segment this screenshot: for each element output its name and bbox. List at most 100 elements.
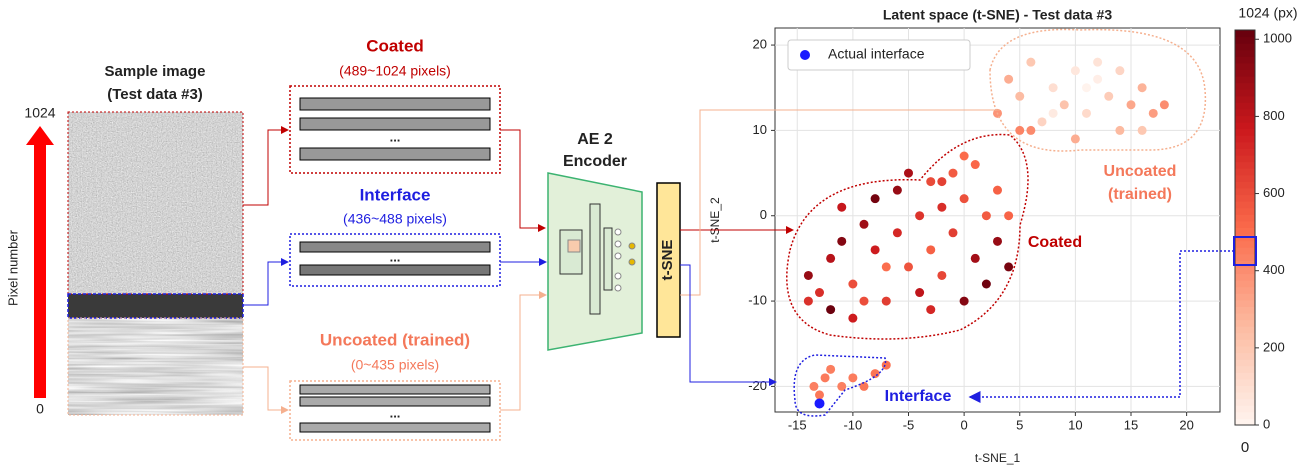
colorbar-tick-label: 600	[1263, 185, 1285, 200]
colorbar-slice	[1235, 208, 1255, 215]
point	[871, 369, 880, 378]
interface-image	[68, 294, 243, 318]
connector	[500, 295, 546, 410]
highlight-point	[815, 398, 825, 408]
colorbar-tick-label: 200	[1263, 339, 1285, 354]
figure: Pixel number 1024 0 Sample image (Test d…	[0, 0, 1310, 469]
point	[826, 254, 835, 263]
colorbar-slice	[1235, 96, 1255, 103]
y-tick-label: 20	[753, 37, 767, 52]
y-tick-label: -10	[748, 293, 767, 308]
group-range: (436~488 pixels)	[343, 211, 447, 227]
strip	[300, 98, 490, 110]
colorbar-slice	[1235, 155, 1255, 162]
point	[837, 203, 846, 212]
y-axis-label: t-SNE_2	[708, 197, 722, 243]
x-tick-label: 10	[1068, 417, 1082, 432]
colorbar-slice	[1235, 300, 1255, 307]
encoder-title: AE 2	[577, 131, 613, 148]
colorbar-slice	[1235, 76, 1255, 83]
point	[982, 280, 991, 289]
x-axis-label: t-SNE_1	[975, 451, 1021, 465]
colorbar-slice	[1235, 247, 1255, 254]
strip	[300, 265, 490, 275]
colorbar-tick-label: 400	[1263, 262, 1285, 277]
colorbar-slice	[1235, 162, 1255, 169]
point	[882, 361, 891, 370]
colorbar-slice	[1235, 181, 1255, 188]
colorbar-slice	[1235, 392, 1255, 399]
strip	[300, 118, 490, 130]
colorbar-slice	[1235, 175, 1255, 182]
colorbar-slice	[1235, 267, 1255, 274]
colorbar-slice	[1235, 195, 1255, 202]
connector	[680, 265, 776, 382]
x-tick-label: 0	[961, 417, 968, 432]
sample-title: Sample image	[105, 63, 206, 80]
point	[949, 228, 958, 237]
encoder-title: Encoder	[563, 153, 627, 170]
point	[915, 211, 924, 220]
x-tick-label: 15	[1124, 417, 1138, 432]
legend-label: Actual interface	[828, 46, 925, 62]
ellipsis: ...	[390, 129, 401, 144]
strip	[300, 385, 490, 394]
y-tick-label: -20	[748, 378, 767, 393]
point	[1004, 211, 1013, 220]
colorbar-tick-label: 0	[1263, 416, 1270, 431]
point	[949, 169, 958, 178]
colorbar-slice	[1235, 188, 1255, 195]
tsne-box-label: t-SNE	[659, 240, 676, 281]
colorbar-slice	[1235, 346, 1255, 353]
uncoated-image	[68, 318, 243, 415]
point	[993, 237, 1002, 246]
colorbar-slice	[1235, 366, 1255, 373]
point	[1015, 126, 1024, 135]
point	[915, 288, 924, 297]
x-tick-label: 5	[1016, 417, 1023, 432]
point	[904, 169, 913, 178]
colorbar-slice	[1235, 372, 1255, 379]
point	[937, 271, 946, 280]
point	[1093, 75, 1102, 84]
plot-area	[775, 28, 1220, 412]
point	[860, 220, 869, 229]
legend-marker	[800, 50, 810, 60]
point	[893, 228, 902, 237]
colorbar-slice	[1235, 214, 1255, 221]
point	[821, 373, 830, 382]
group-range: (0~435 pixels)	[351, 357, 439, 373]
colorbar-slice	[1235, 412, 1255, 419]
point	[926, 305, 935, 314]
point	[926, 245, 935, 254]
group-range: (489~1024 pixels)	[339, 63, 451, 79]
colorbar-slice	[1235, 228, 1255, 235]
colorbar-slice	[1235, 201, 1255, 208]
sample-title: (Test data #3)	[107, 86, 203, 103]
point	[1015, 92, 1024, 101]
point	[960, 297, 969, 306]
connector	[243, 262, 288, 305]
chart-title: Latent space (t-SNE) - Test data #3	[883, 7, 1112, 23]
point	[960, 152, 969, 161]
colorbar-slice	[1235, 313, 1255, 320]
point	[1004, 262, 1013, 271]
colorbar-slice	[1235, 50, 1255, 57]
point	[1049, 83, 1058, 92]
point	[1160, 100, 1169, 109]
point	[809, 382, 818, 391]
colorbar-slice	[1235, 359, 1255, 366]
x-tick-label: 20	[1179, 417, 1193, 432]
colorbar-slice	[1235, 320, 1255, 327]
encoder-layer	[604, 228, 612, 290]
colorbar-slice	[1235, 122, 1255, 129]
point	[971, 254, 980, 263]
encoder-layer	[590, 204, 600, 314]
colorbar-top-label: 1024 (px)	[1238, 5, 1297, 21]
point	[1071, 66, 1080, 75]
point	[804, 271, 813, 280]
point	[882, 262, 891, 271]
point	[1115, 126, 1124, 135]
colorbar-slice	[1235, 135, 1255, 142]
annotation: Coated	[1028, 234, 1082, 251]
